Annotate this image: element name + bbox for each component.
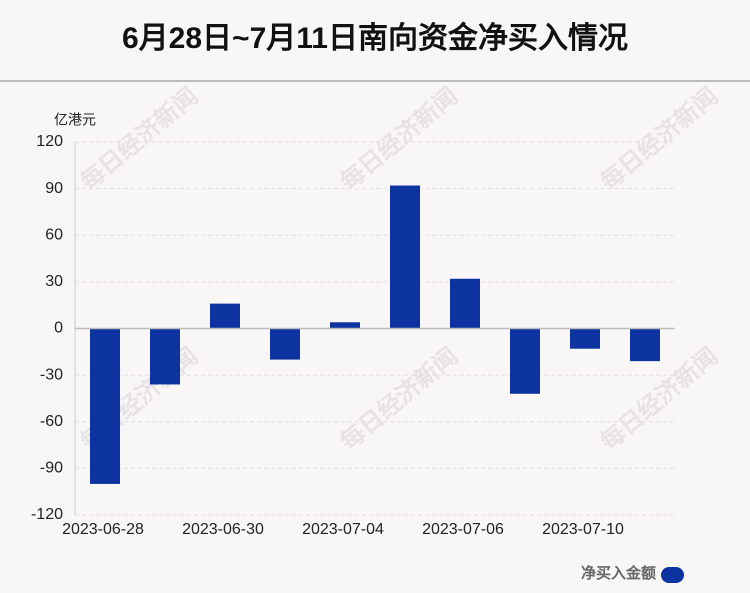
y-tick-label: 0 [54, 320, 63, 337]
bar [450, 278, 480, 329]
x-tick-label: 2023-07-04 [302, 521, 384, 538]
bar [90, 328, 120, 484]
bar [150, 328, 180, 385]
y-tick-label: -90 [40, 460, 63, 477]
bar [330, 322, 360, 329]
x-tick-label: 2023-06-30 [182, 521, 264, 538]
bar [390, 185, 420, 329]
bar [210, 303, 240, 329]
y-tick-label: -30 [40, 366, 63, 383]
y-axis-label: 亿港元 [54, 112, 96, 128]
y-tick-label: -60 [40, 413, 63, 430]
bar [270, 328, 300, 360]
chart-title: 6月28日~7月11日南向资金净买入情况 [122, 21, 628, 55]
x-tick-label: 2023-06-28 [62, 521, 144, 538]
legend-swatch [661, 567, 684, 583]
bar [630, 328, 660, 362]
bar [510, 328, 540, 394]
x-tick-label: 2023-07-10 [542, 521, 624, 538]
y-tick-label: 30 [45, 273, 63, 290]
x-tick-label: 2023-07-06 [422, 521, 504, 538]
y-tick-label: 60 [45, 226, 63, 243]
y-tick-label: 120 [36, 133, 63, 150]
y-tick-label: 90 [45, 180, 63, 197]
bar [570, 328, 600, 349]
y-tick-label: -120 [31, 506, 63, 523]
legend-label: 净买入金额 [581, 564, 656, 582]
